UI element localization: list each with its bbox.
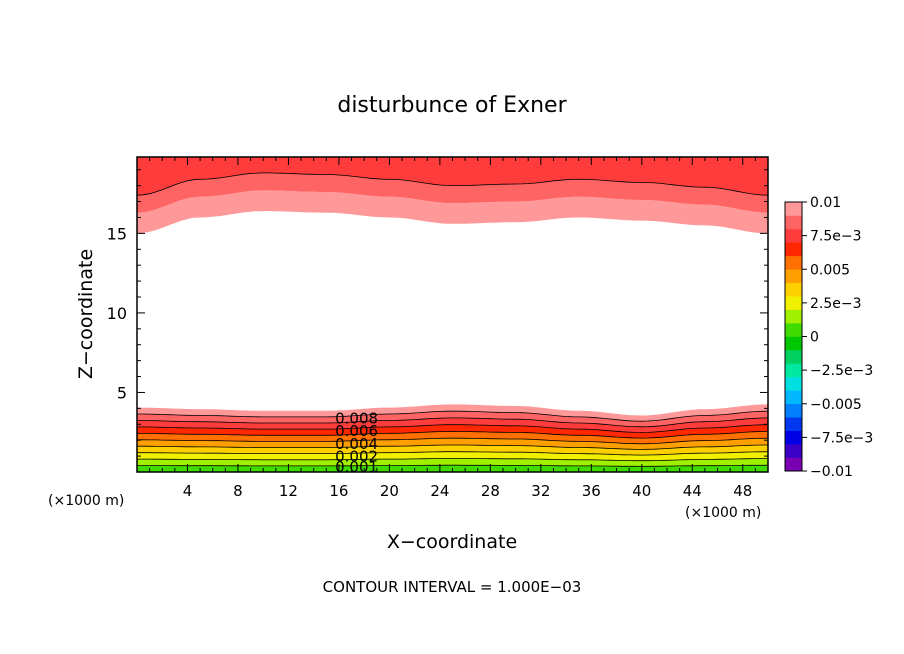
- contour-band: [137, 172, 768, 213]
- contour-line: [137, 424, 769, 433]
- contour-band: [137, 438, 768, 450]
- colorbar-swatch: [785, 457, 802, 472]
- contour-line: [137, 444, 768, 450]
- colorbar-tick-label: 0.01: [810, 195, 841, 211]
- colorbar-tick-label: −0.01: [810, 464, 853, 480]
- colorbar-tick-label: −2.5e−3: [810, 363, 873, 379]
- colorbar-tick-label: −7.5e−3: [810, 430, 873, 446]
- x-tick-label: 12: [279, 482, 298, 500]
- colorbar-swatch: [785, 376, 802, 391]
- colorbar-swatch: [785, 202, 802, 216]
- x-unit-right: (×1000 m): [685, 505, 761, 521]
- y-tick-label: 15: [107, 224, 127, 243]
- chart-title: disturbunce of Exner: [337, 93, 567, 118]
- y-axis: 5 10 15: [107, 169, 768, 457]
- colorbar-swatch: [785, 228, 802, 243]
- colorbar-swatch: [785, 215, 802, 230]
- x-tick-label: 44: [683, 482, 702, 500]
- contour-label: 0.006: [335, 422, 378, 440]
- contour-label: 0.004: [335, 435, 378, 453]
- y-tick-label: 10: [107, 304, 127, 323]
- x-tick-label: 24: [430, 482, 449, 500]
- contour-line: [136, 172, 769, 196]
- contour-line: [137, 410, 769, 422]
- x-unit-left: (×1000 m): [48, 493, 124, 509]
- contour-label: 0.001: [335, 458, 378, 476]
- contour-band: [137, 431, 768, 444]
- colorbar-swatch: [785, 282, 802, 297]
- colorbar-swatch: [785, 323, 802, 337]
- colorbar-swatch: [785, 309, 802, 324]
- x-axis-label: X−coordinate: [387, 531, 517, 553]
- colorbar-tick-label: 7.5e−3: [810, 229, 862, 245]
- x-tick-label: 48: [733, 482, 752, 500]
- x-tick-label: 4: [183, 482, 193, 500]
- contour-label: 0.002: [335, 447, 378, 465]
- contour-line: [137, 458, 768, 462]
- x-tick-label: 8: [233, 482, 243, 500]
- x-tick-label: 16: [329, 482, 348, 500]
- colorbar-swatch: [785, 444, 802, 458]
- colorbar-swatch: [785, 417, 802, 431]
- contour-band: [137, 190, 768, 234]
- colorbar-swatch: [785, 349, 802, 364]
- contour-line: [137, 437, 769, 445]
- colorbar-swatch: [785, 403, 802, 418]
- x-tick-label: 32: [531, 482, 550, 500]
- x-tick-label: 36: [582, 482, 601, 500]
- contour-line: [137, 451, 769, 456]
- x-tick-label: 20: [380, 482, 399, 500]
- contour-line: [136, 430, 769, 439]
- contour-line: [137, 417, 769, 428]
- x-axis: 4 8 12 16 20 24 28 32 36 40 44 48: [136, 157, 769, 500]
- colorbar-swatch: [785, 430, 802, 445]
- x-tick-label: 28: [481, 482, 500, 500]
- contour-band: [137, 404, 768, 422]
- colorbar-tick-label: −0.005: [810, 397, 862, 413]
- x-tick-label: 40: [632, 482, 651, 500]
- contour-lines: [136, 172, 769, 467]
- colorbar: 0.01 7.5e−3 0.005 2.5e−3 0 −2.5e−3 −0.005 −7.5e…: [784, 195, 873, 480]
- contour-interval-note: CONTOUR INTERVAL = 1.000E−03: [323, 578, 582, 596]
- colorbar-tick-label: 0.005: [810, 262, 850, 278]
- colorbar-swatch: [785, 336, 802, 351]
- y-tick-label: 5: [117, 383, 127, 402]
- colorbar-tick-label: 0: [810, 330, 819, 346]
- contour-line: [137, 464, 769, 467]
- contour-band: [137, 157, 768, 196]
- colorbar-swatch: [785, 296, 802, 310]
- colorbar-swatch: [785, 363, 802, 378]
- colorbar-tick-label: 2.5e−3: [810, 296, 862, 312]
- colorbar-swatch: [785, 242, 802, 257]
- contour-band: [137, 424, 768, 439]
- colorbar-swatch: [785, 269, 802, 283]
- colorbar-swatch: [785, 390, 802, 405]
- y-axis-label: Z−coordinate: [75, 249, 97, 379]
- colorbar-swatch: [785, 255, 802, 270]
- contour-label: 0.008: [335, 410, 378, 428]
